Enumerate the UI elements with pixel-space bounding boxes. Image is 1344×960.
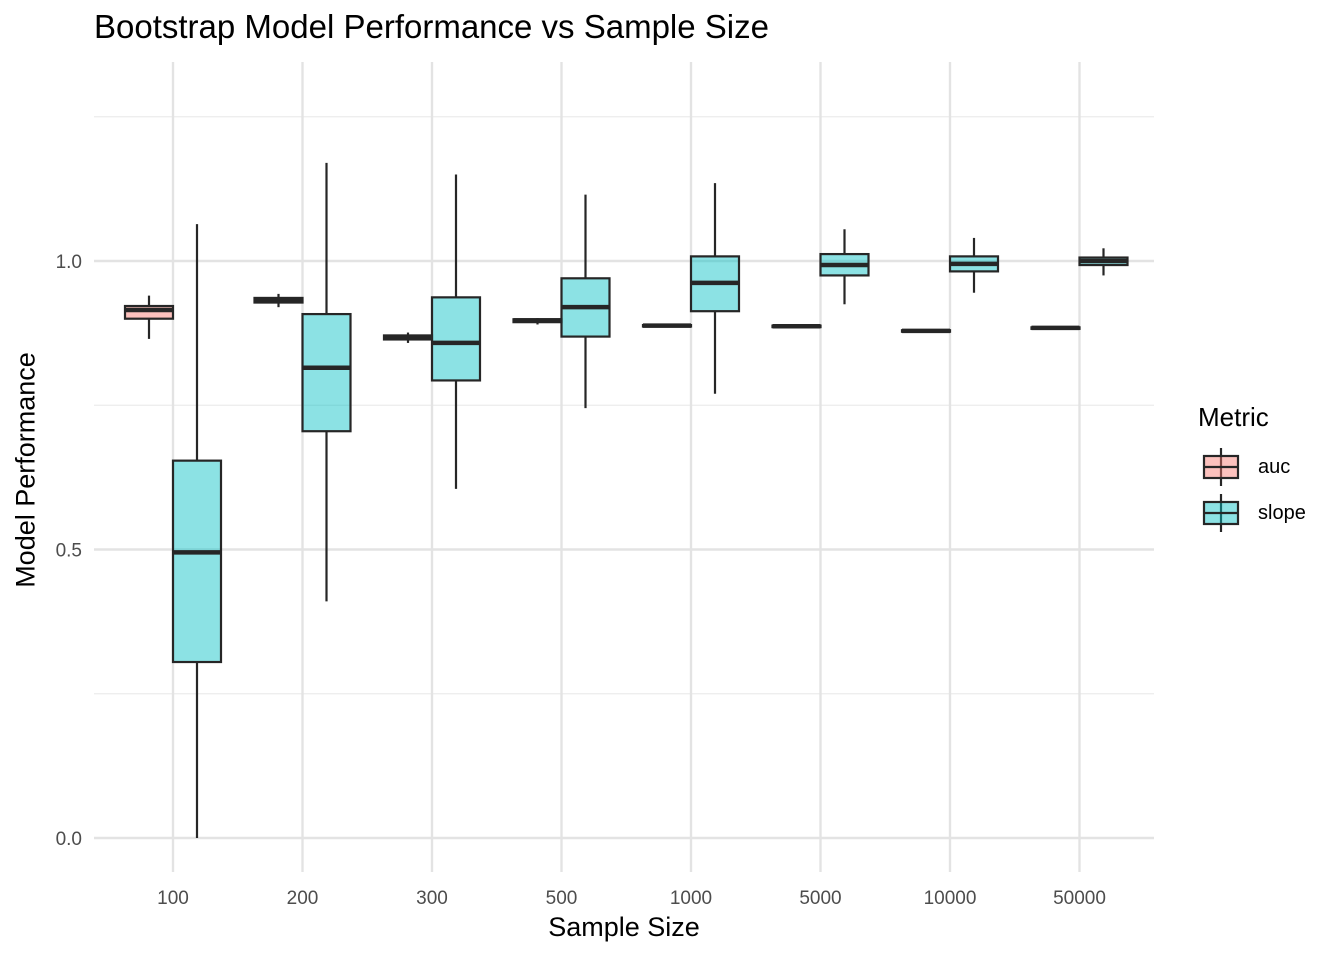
y-axis-label: Model Performance (10, 352, 41, 588)
box-slope-200 (301, 162, 352, 602)
box-auc-200 (253, 293, 304, 308)
legend-label-auc: auc (1258, 456, 1291, 478)
box-slope-300 (430, 174, 482, 489)
legend-keys (1202, 448, 1240, 532)
x-tick-label: 200 (287, 888, 319, 909)
box-auc-50000 (1030, 325, 1081, 331)
y-tick-label: 0.5 (56, 541, 82, 562)
box-auc-300 (382, 332, 434, 343)
box-iqr (301, 312, 352, 433)
x-tick-label: 1000 (670, 888, 712, 909)
box-auc-5000 (771, 323, 822, 329)
minor-gridlines (94, 116, 1154, 695)
box-slope-500 (560, 194, 611, 409)
legend-key-auc (1202, 448, 1240, 486)
x-tick-label: 500 (546, 888, 578, 909)
x-tick-label: 10000 (924, 888, 977, 909)
box-iqr (430, 296, 482, 382)
box-slope-100 (171, 224, 223, 838)
legend-label-slope: slope (1258, 502, 1306, 524)
y-tick-label: 1.0 (56, 252, 82, 273)
y-axis-ticks: 0.0 0.5 1.0 (56, 252, 82, 850)
box-auc-10000 (900, 328, 952, 334)
x-axis-label: Sample Size (548, 912, 700, 942)
x-axis-ticks: 100 200 300 500 1000 5000 10000 50000 (157, 888, 1106, 909)
boxplot-marks (123, 162, 1129, 838)
x-tick-label: 50000 (1053, 888, 1106, 909)
x-tick-label: 5000 (799, 888, 841, 909)
x-tick-label: 100 (157, 888, 189, 909)
legend-key-slope (1202, 494, 1240, 532)
legend-title: Metric (1198, 402, 1269, 432)
box-slope-5000 (819, 229, 870, 305)
box-iqr (171, 459, 223, 664)
box-slope-10000 (948, 237, 1000, 293)
major-gridlines (94, 62, 1154, 872)
box-auc-100 (123, 295, 175, 339)
box-auc-1000 (641, 323, 693, 328)
box-slope-50000 (1078, 248, 1129, 276)
box-auc-500 (512, 318, 563, 325)
x-tick-label: 300 (416, 888, 448, 909)
chart-title: Bootstrap Model Performance vs Sample Si… (94, 8, 769, 45)
y-tick-label: 0.0 (56, 829, 82, 850)
box-slope-1000 (689, 183, 741, 394)
